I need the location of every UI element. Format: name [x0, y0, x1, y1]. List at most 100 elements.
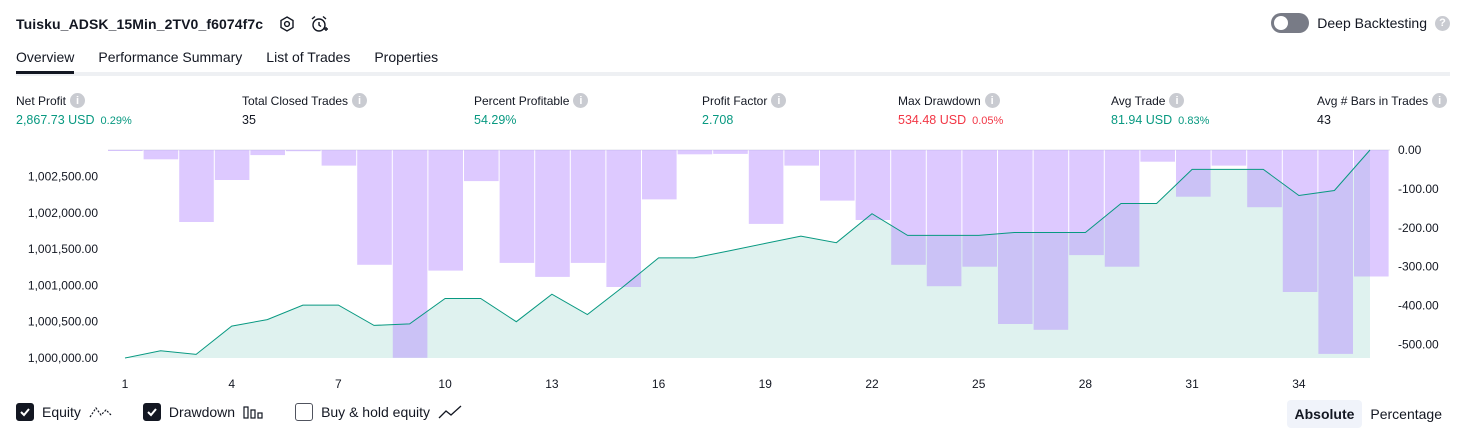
drawdown-bar — [179, 150, 214, 222]
drawdown-bar — [713, 150, 748, 154]
legend-label: Buy & hold equity — [321, 404, 430, 420]
drawdown-bar — [286, 150, 321, 151]
x-axis-tick-label: 19 — [759, 377, 773, 391]
metric-label: Profit Factor — [702, 94, 767, 108]
metric-percent: 0.05% — [972, 115, 1003, 127]
legend-label: Equity — [42, 404, 81, 420]
metric-value: 534.48 USD — [898, 113, 966, 127]
x-axis-tick-label: 34 — [1292, 377, 1306, 391]
x-axis-tick-label: 31 — [1185, 377, 1199, 391]
drawdown-bar — [856, 150, 891, 220]
drawdown-bar — [927, 150, 962, 286]
right-axis-tick-label: -400.00 — [1398, 299, 1439, 313]
report-header: Tuisku_ADSK_15Min_2TV0_f6074f7c — [16, 12, 329, 36]
drawdown-checkbox[interactable] — [143, 403, 161, 421]
right-axis-tick-label: -300.00 — [1398, 260, 1439, 274]
legend-buy-hold[interactable]: Buy & hold equity — [295, 403, 462, 421]
left-axis-tick-label: 1,002,000.00 — [28, 206, 98, 220]
tab-properties[interactable]: Properties — [374, 46, 438, 74]
tab-list-of-trades[interactable]: List of Trades — [266, 46, 350, 74]
metric-value: 54.29% — [474, 113, 516, 127]
x-axis-tick-label: 1 — [122, 377, 129, 391]
chart-legend: Equity Drawdown Buy & hold equity — [16, 403, 492, 421]
info-icon[interactable]: i — [1169, 93, 1184, 108]
drawdown-bar — [606, 150, 641, 287]
drawdown-bar — [1140, 150, 1175, 162]
drawdown-bar — [464, 150, 499, 181]
info-icon[interactable]: i — [1432, 93, 1447, 108]
legend-equity[interactable]: Equity — [16, 403, 113, 421]
drawdown-bar — [1069, 150, 1104, 255]
metric-percent: 0.29% — [101, 115, 132, 127]
drawdown-bar — [250, 150, 285, 155]
x-axis-tick-label: 13 — [545, 377, 559, 391]
drawdown-bar — [1318, 150, 1353, 354]
drawdown-bar — [535, 150, 570, 277]
drawdown-bar — [1176, 150, 1211, 197]
alarm-clock-icon[interactable] — [309, 14, 329, 34]
metric-percent-profitable: Percent Profitable i 54.29% — [474, 93, 588, 127]
tab-overview[interactable]: Overview — [16, 46, 74, 74]
drawdown-bar — [749, 150, 784, 224]
deep-backtesting-toggle[interactable] — [1271, 13, 1309, 33]
metric-label: Percent Profitable — [474, 94, 569, 108]
info-icon[interactable]: i — [985, 93, 1000, 108]
drawdown-bar — [891, 150, 926, 265]
x-axis-tick-label: 10 — [438, 377, 452, 391]
drawdown-bar — [998, 150, 1033, 324]
legend-label: Drawdown — [169, 404, 235, 420]
drawdown-bar — [1034, 150, 1069, 330]
equity-drawdown-chart[interactable]: 1,000,000.00 1,000,500.00 1,001,000.00 1,00… — [0, 138, 1466, 394]
percentage-button[interactable]: Percentage — [1362, 400, 1450, 428]
drawdown-bar — [1354, 150, 1389, 277]
drawdown-bars-icon — [243, 404, 265, 420]
drawdown-bar — [962, 150, 997, 267]
drawdown-bar — [144, 150, 179, 159]
metric-net-profit: Net Profit i 2,867.73 USD 0.29% — [16, 93, 132, 127]
tab-bar: Overview Performance Summary List of Tra… — [16, 46, 438, 74]
metric-percent: 0.83% — [1178, 115, 1209, 127]
drawdown-bar — [1105, 150, 1140, 267]
deep-backtesting-label: Deep Backtesting — [1317, 15, 1427, 31]
drawdown-bar — [642, 150, 677, 199]
drawdown-bar — [1212, 150, 1247, 166]
scale-switch: Absolute Percentage — [1287, 400, 1451, 428]
tab-performance-summary[interactable]: Performance Summary — [98, 46, 242, 74]
metric-value: 2.708 — [702, 113, 733, 127]
metric-avg-trade: Avg Trade i 81.94 USD 0.83% — [1111, 93, 1209, 127]
help-icon[interactable]: ? — [1435, 16, 1450, 31]
metric-label: Total Closed Trades — [242, 94, 348, 108]
deep-backtesting: Deep Backtesting ? — [1271, 13, 1450, 33]
buy-hold-line-icon — [438, 404, 462, 420]
metric-max-drawdown: Max Drawdown i 534.48 USD 0.05% — [898, 93, 1003, 127]
x-axis-tick-label: 28 — [1079, 377, 1093, 391]
strategy-title: Tuisku_ADSK_15Min_2TV0_f6074f7c — [16, 16, 263, 32]
drawdown-bar — [571, 150, 606, 263]
left-axis-tick-label: 1,000,000.00 — [28, 351, 98, 365]
metric-value: 81.94 USD — [1111, 113, 1172, 127]
drawdown-bar — [500, 150, 535, 263]
buy-hold-checkbox[interactable] — [295, 403, 313, 421]
info-icon[interactable]: i — [352, 93, 367, 108]
gear-icon[interactable] — [277, 14, 297, 34]
info-icon[interactable]: i — [771, 93, 786, 108]
legend-drawdown[interactable]: Drawdown — [143, 403, 265, 421]
x-axis-tick-label: 7 — [335, 377, 342, 391]
metric-value: 43 — [1317, 113, 1331, 127]
info-icon[interactable]: i — [70, 93, 85, 108]
drawdown-bar — [784, 150, 819, 166]
drawdown-bar — [393, 150, 428, 358]
left-axis-tick-label: 1,002,500.00 — [28, 170, 98, 184]
left-axis-tick-label: 1,001,000.00 — [28, 279, 98, 293]
right-axis-tick-label: -500.00 — [1398, 338, 1439, 352]
right-axis-tick-label: -200.00 — [1398, 221, 1439, 235]
x-axis-tick-label: 4 — [228, 377, 235, 391]
metric-label: Avg Trade — [1111, 94, 1165, 108]
equity-checkbox[interactable] — [16, 403, 34, 421]
metric-total-closed-trades: Total Closed Trades i 35 — [242, 93, 367, 127]
metric-label: Net Profit — [16, 94, 66, 108]
metric-value: 2,867.73 USD — [16, 113, 95, 127]
absolute-button[interactable]: Absolute — [1287, 400, 1363, 428]
info-icon[interactable]: i — [573, 93, 588, 108]
right-axis-tick-label: -100.00 — [1398, 182, 1439, 196]
